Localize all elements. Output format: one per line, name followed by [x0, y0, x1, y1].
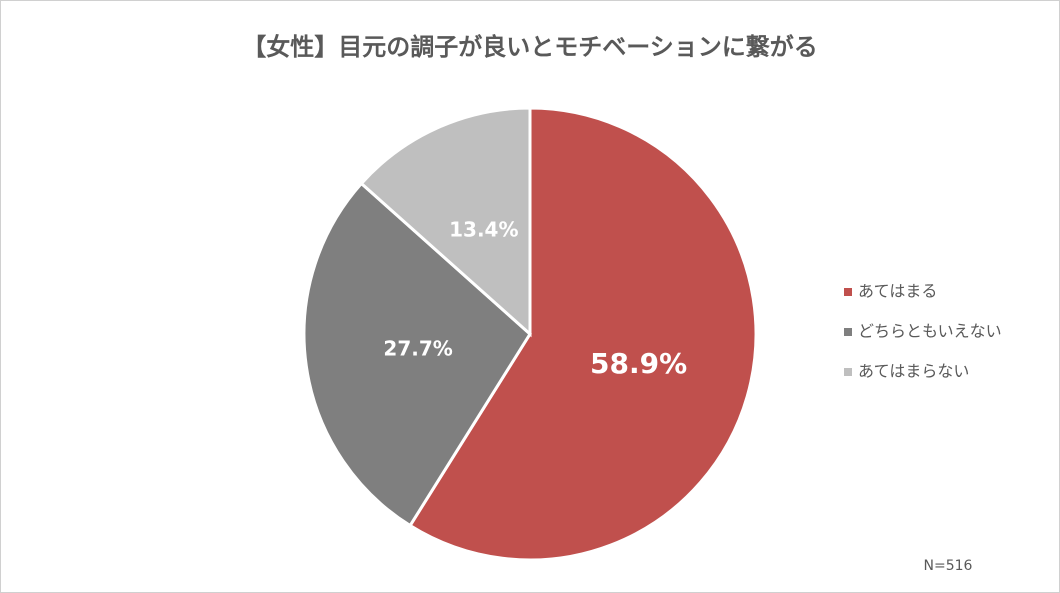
- value-label: 13.4%: [449, 217, 518, 241]
- legend-label: どちらともいえない: [858, 322, 1002, 341]
- value-label: 58.9%: [590, 347, 687, 380]
- legend-label: あてはまらない: [858, 362, 969, 381]
- legend-marker: [844, 288, 852, 296]
- legend-marker: [844, 328, 852, 336]
- pie-slice: [408, 106, 758, 562]
- legend-label: あてはまる: [858, 282, 937, 301]
- pie-slice: [302, 181, 532, 528]
- value-label: 27.7%: [383, 336, 452, 360]
- pie-slice: [359, 106, 532, 338]
- chart-title: 【女性】目元の調子が良いとモチベーションに繋がる: [242, 33, 818, 61]
- legend-marker: [844, 368, 852, 376]
- annotation: N=516: [924, 558, 973, 574]
